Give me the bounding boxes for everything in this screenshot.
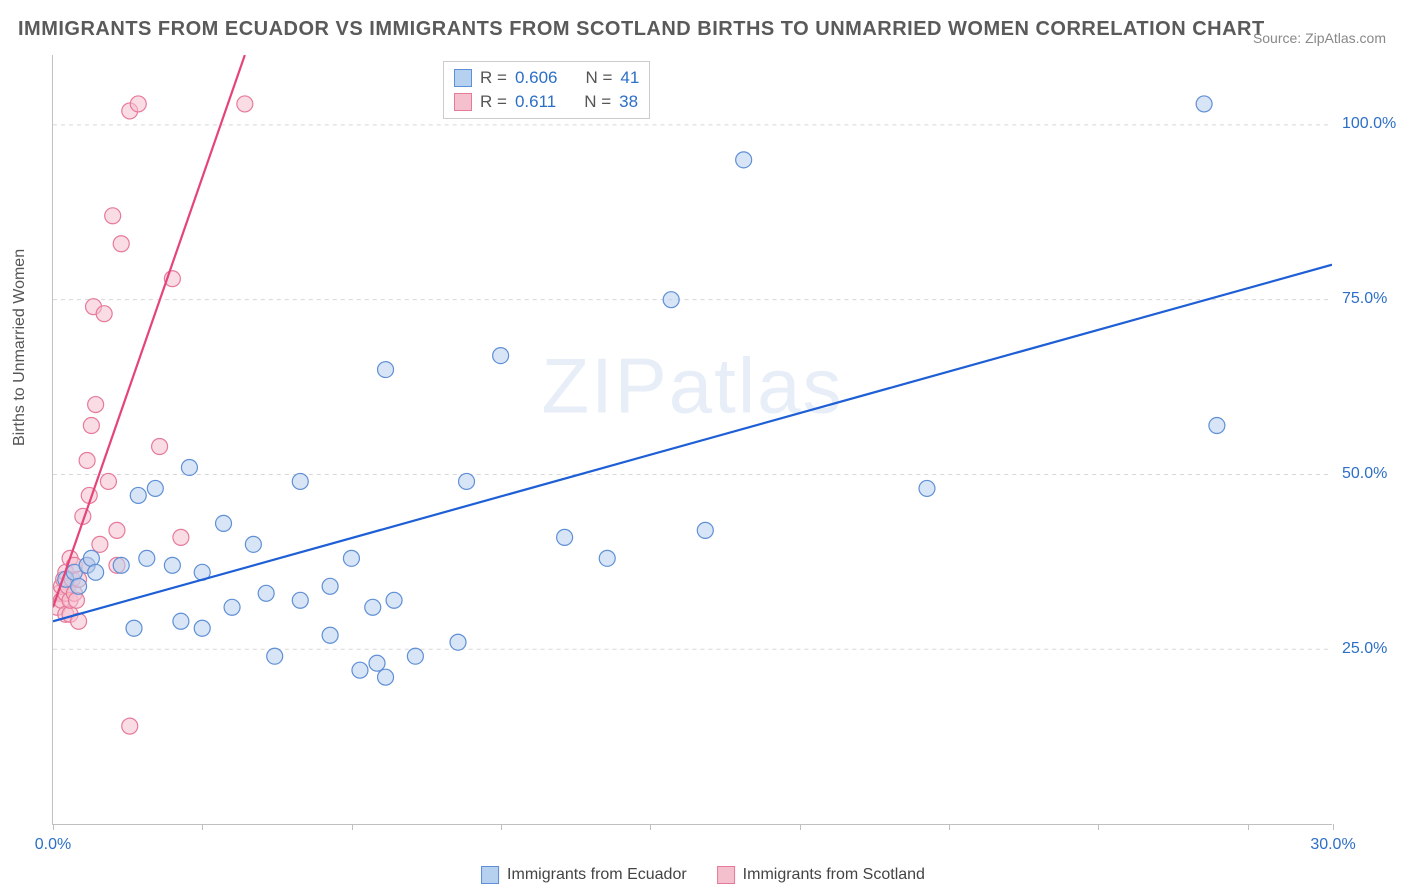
y-tick-label: 25.0% <box>1342 640 1402 658</box>
source-attribution: Source: ZipAtlas.com <box>1253 30 1386 46</box>
chart-title: IMMIGRANTS FROM ECUADOR VS IMMIGRANTS FR… <box>18 18 1265 41</box>
x-tick-label: 0.0% <box>35 836 71 854</box>
legend-item-scotland: Immigrants from Scotland <box>717 866 925 884</box>
y-axis-title: Births to Unmarried Women <box>11 249 29 446</box>
correlation-legend: R = 0.606 N = 41 R = 0.611 N = 38 <box>443 61 650 119</box>
r-value-ecuador: 0.606 <box>515 68 558 88</box>
r-label: R = <box>480 68 507 88</box>
r-value-scotland: 0.611 <box>515 92 556 112</box>
scotland-swatch-icon <box>454 93 472 111</box>
ecuador-swatch-icon <box>481 866 499 884</box>
n-value-ecuador: 41 <box>620 68 639 88</box>
series-legend: Immigrants from Ecuador Immigrants from … <box>481 866 925 884</box>
y-tick-label: 75.0% <box>1342 290 1402 308</box>
legend-label-ecuador: Immigrants from Ecuador <box>507 866 687 884</box>
legend-label-scotland: Immigrants from Scotland <box>743 866 925 884</box>
legend-row-scotland: R = 0.611 N = 38 <box>454 90 639 114</box>
scatter-plot-svg <box>53 55 1332 824</box>
y-tick-label: 50.0% <box>1342 465 1402 483</box>
n-value-scotland: 38 <box>619 92 638 112</box>
scotland-swatch-icon <box>717 866 735 884</box>
n-label: N = <box>585 68 612 88</box>
legend-row-ecuador: R = 0.606 N = 41 <box>454 66 639 90</box>
n-label: N = <box>584 92 611 112</box>
x-tick-label: 30.0% <box>1310 836 1355 854</box>
r-label: R = <box>480 92 507 112</box>
legend-item-ecuador: Immigrants from Ecuador <box>481 866 687 884</box>
y-tick-label: 100.0% <box>1342 115 1402 133</box>
chart-plot-area: ZIPatlas R = 0.606 N = 41 R = 0.611 N = … <box>52 55 1332 825</box>
ecuador-swatch-icon <box>454 69 472 87</box>
